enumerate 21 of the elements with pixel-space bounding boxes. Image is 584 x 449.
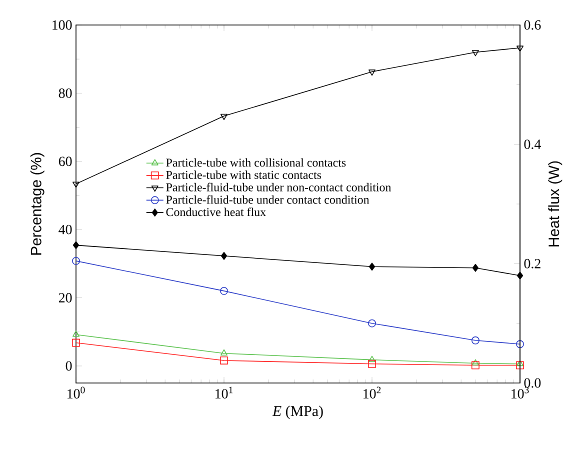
- y-axis-title: Percentage (%): [30, 153, 44, 255]
- x-tick-label: 10$^{0}$: [68, 386, 85, 399]
- y-tick-label: 40: [58, 224, 72, 234]
- legend-label: Particle-fluid-tube under contact condition: [166, 195, 370, 204]
- x-tick-label: 10$^{2}$: [364, 386, 381, 399]
- y2-tick-label: 0.0: [524, 378, 541, 388]
- legend-label: Particle-tube with collisional contacts: [166, 158, 346, 167]
- legend-label: Conductive heat flux: [166, 208, 266, 216]
- y2-axis-title: Heat flux (W): [548, 161, 562, 246]
- y-tick-label: 20: [58, 293, 72, 302]
- y-tick-label: 60: [58, 156, 72, 166]
- y2-tick-label: 0.6: [524, 20, 541, 30]
- y-tick-label: 0: [66, 361, 72, 371]
- y2-tick-label: 0.2: [524, 258, 540, 268]
- legend-label: Particle-fluid-tube under non-contact condition: [166, 182, 392, 192]
- y-tick-label: 80: [58, 88, 72, 98]
- legend-label: Particle-tube with static contacts: [166, 170, 322, 179]
- y2-tick-label: 0.4: [524, 140, 541, 150]
- x-axis-title: E (MPa): [272, 406, 323, 420]
- y-tick-label: 100: [52, 20, 72, 30]
- x-tick-label: 10$^{1}$: [216, 386, 233, 399]
